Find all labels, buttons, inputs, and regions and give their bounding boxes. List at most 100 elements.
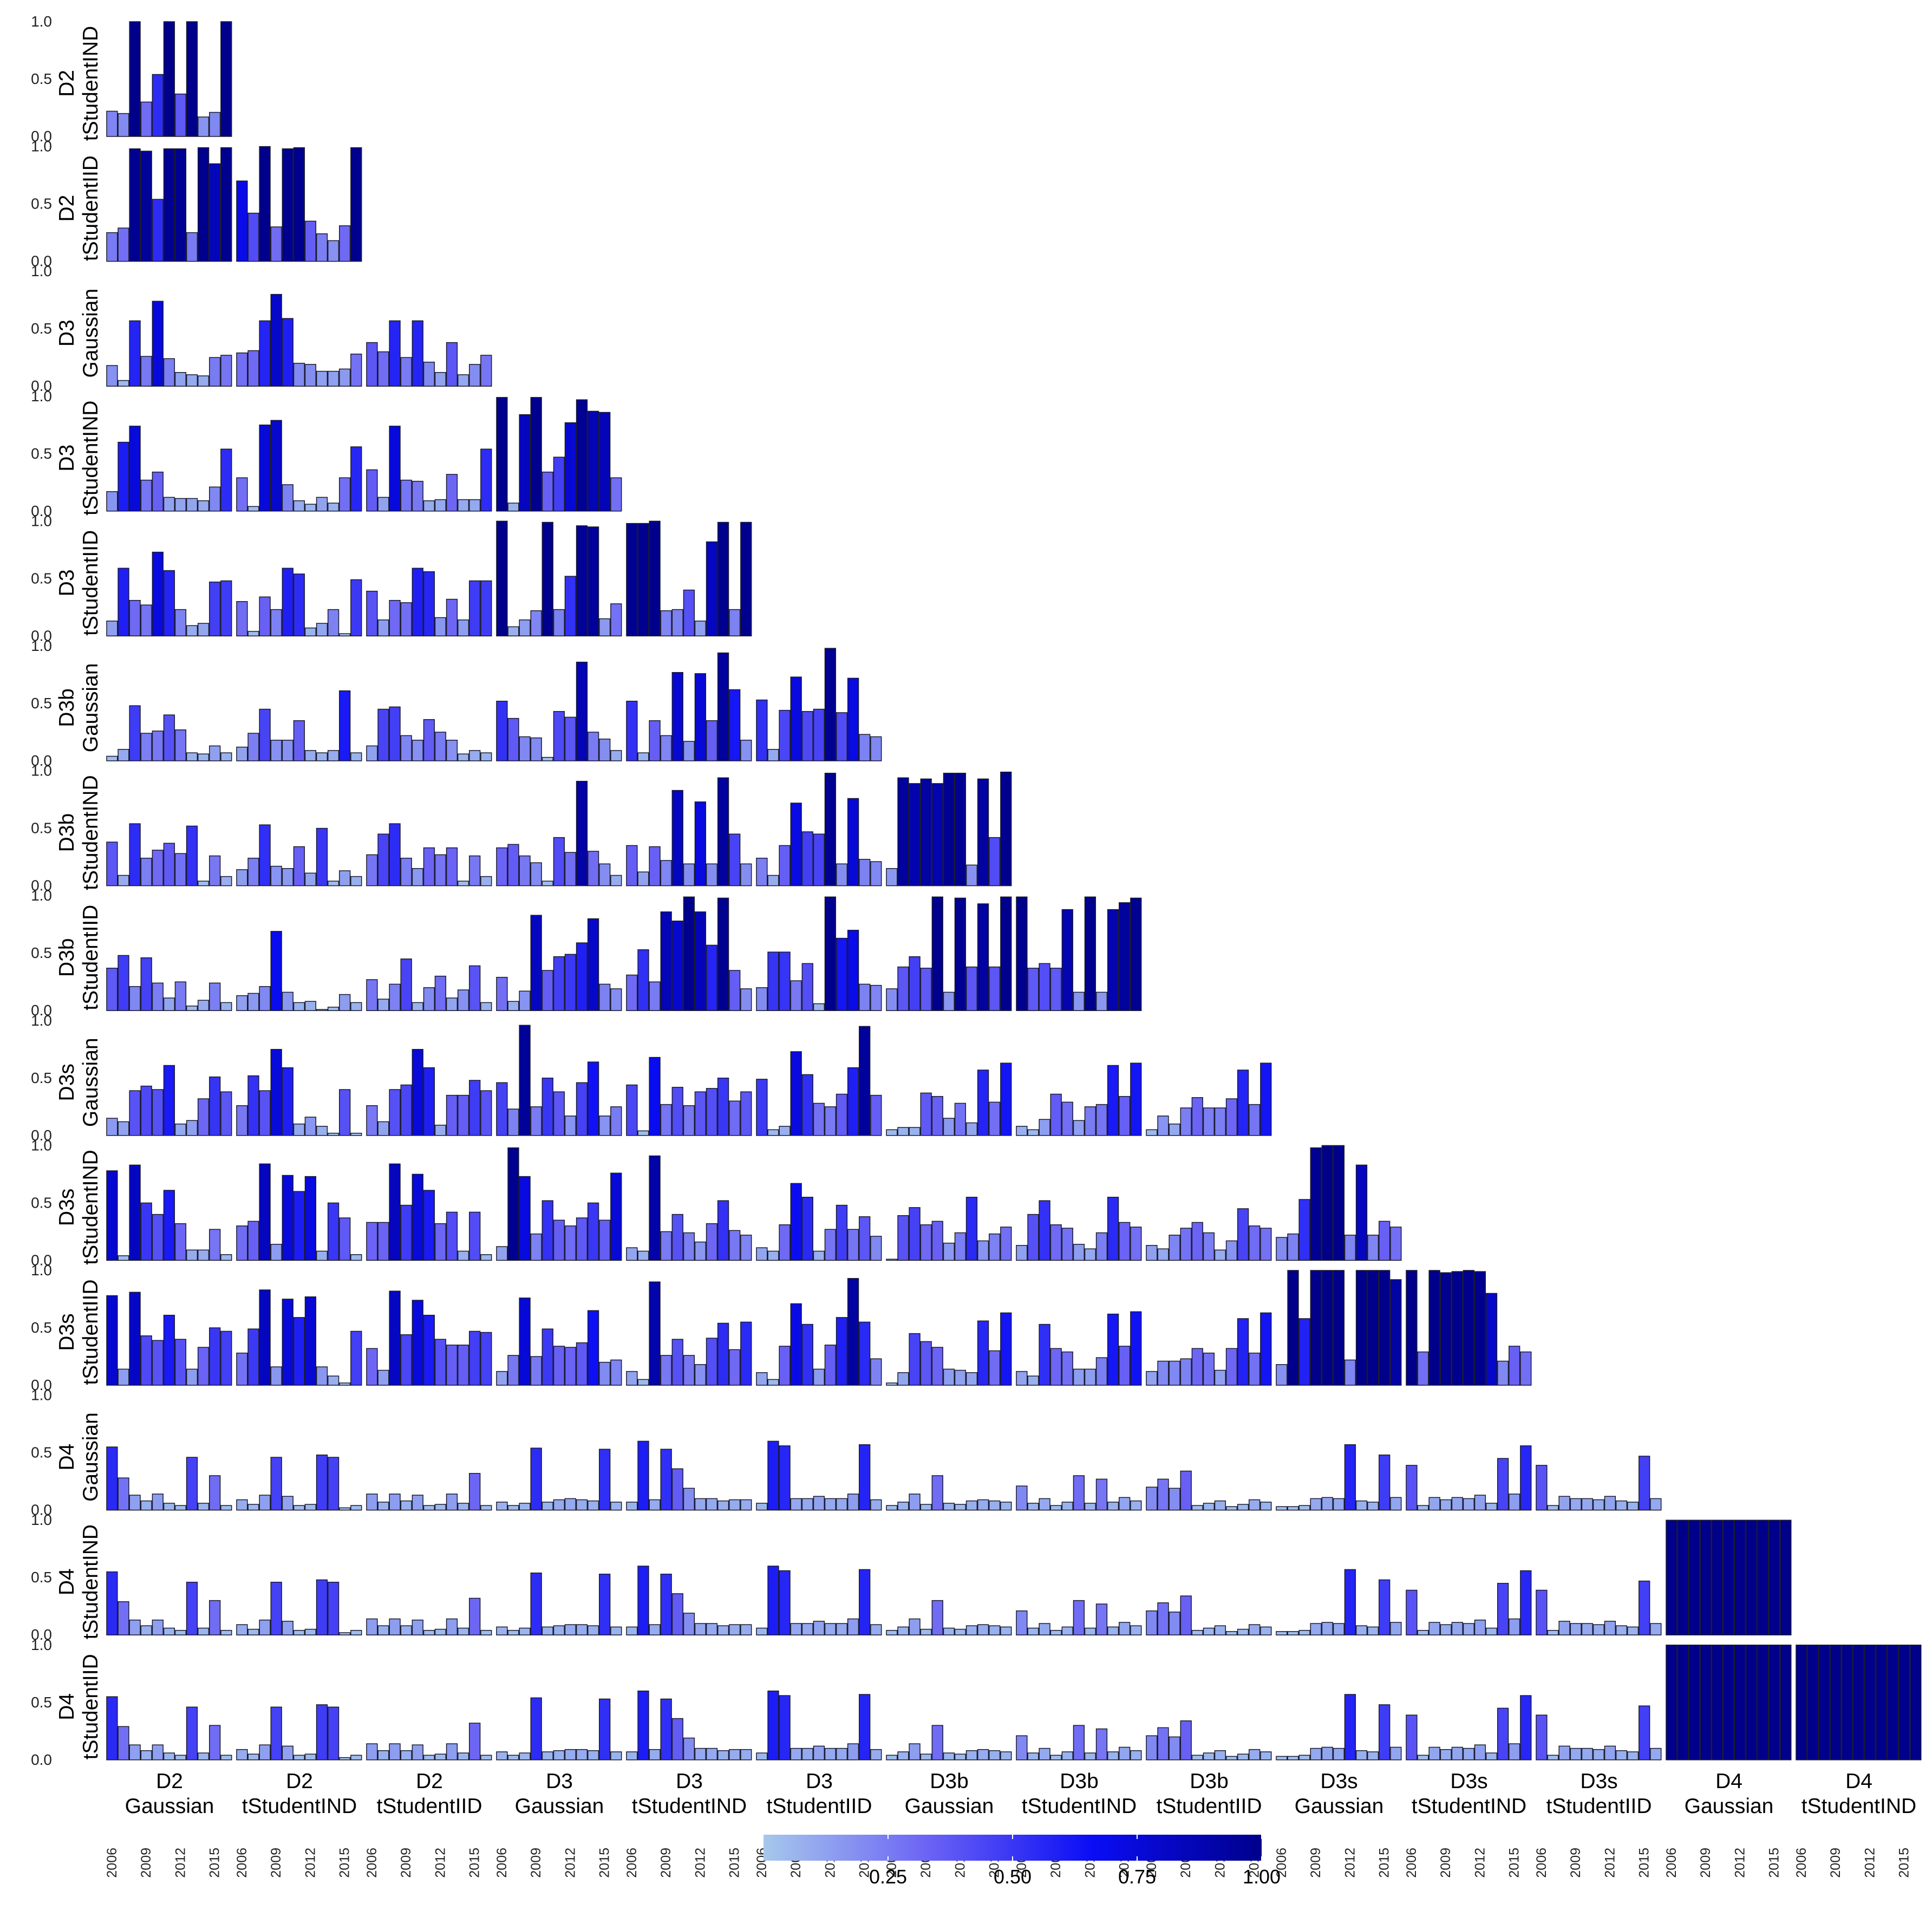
bar [339, 690, 351, 761]
bar [236, 352, 248, 387]
bar [886, 988, 898, 1011]
bar [587, 918, 599, 1011]
y-tick-label: 0.0 [31, 377, 52, 394]
bar [564, 852, 577, 886]
panel [496, 397, 622, 512]
bar [626, 845, 638, 886]
bar [683, 863, 695, 886]
panel [236, 420, 362, 512]
bar [790, 803, 802, 886]
bar [1520, 1570, 1532, 1635]
row-label-line2: tStudentIND [79, 26, 102, 141]
bar [1639, 1456, 1650, 1511]
y-tick-label: 0.5 [31, 1070, 52, 1086]
bar [400, 1084, 412, 1136]
bar [1276, 1756, 1288, 1761]
bar [870, 1749, 882, 1761]
row-label: D4 tStudentIND [55, 1524, 102, 1639]
bar [886, 1129, 898, 1136]
bar [954, 1370, 967, 1386]
panel [106, 147, 232, 262]
column-label-line1: D3b [930, 1770, 969, 1793]
bar [496, 1082, 508, 1136]
bar [496, 847, 508, 886]
bar [729, 609, 741, 637]
bar [389, 426, 401, 512]
bar [847, 798, 859, 886]
bar [1203, 1627, 1215, 1635]
row-label: D3b tStudentIND [55, 775, 102, 890]
bar [530, 1572, 542, 1635]
bar [434, 1504, 447, 1511]
bar [140, 1202, 152, 1261]
row-label-line2: tStudentIND [79, 1524, 102, 1639]
bar [282, 568, 293, 637]
bar [790, 980, 802, 1011]
panel [366, 568, 492, 637]
bar [660, 860, 672, 886]
bar [587, 1310, 599, 1386]
bar [1474, 1744, 1486, 1761]
bar [1169, 1488, 1180, 1511]
bar [1084, 1368, 1096, 1386]
bar [304, 1001, 317, 1011]
bar [756, 1079, 768, 1136]
bar [339, 1089, 351, 1136]
bar [859, 983, 871, 1011]
bar [1130, 1062, 1142, 1136]
bar [316, 1704, 328, 1761]
bar [270, 865, 282, 886]
bar [412, 1002, 423, 1011]
bar [1130, 1500, 1142, 1511]
bar [943, 773, 955, 886]
row-label-line1: D3s [55, 1313, 79, 1351]
bar [1107, 909, 1119, 1011]
bar [897, 1626, 909, 1635]
x-tick-label: 2012 [1733, 1848, 1748, 1878]
bar [717, 1750, 729, 1761]
bar [587, 1625, 599, 1635]
bar [1249, 1352, 1261, 1386]
row-label-line2: tStudentIID [79, 530, 102, 636]
y-tick-label: 0.5 [31, 820, 52, 837]
bar [1084, 896, 1096, 1011]
bar [1084, 1627, 1096, 1635]
bar [1146, 1735, 1158, 1761]
bar [553, 956, 565, 1011]
bar [457, 989, 469, 1011]
bar [186, 1457, 198, 1511]
bar [779, 709, 791, 761]
bar [870, 984, 882, 1011]
bar [1039, 1323, 1050, 1386]
bar [779, 1224, 791, 1261]
bar [1570, 1623, 1582, 1635]
bar [965, 864, 978, 886]
bar [671, 609, 683, 637]
bar [1677, 1520, 1689, 1635]
bar [457, 1345, 469, 1386]
bar [339, 870, 351, 886]
bar [954, 1628, 967, 1635]
bar [965, 1197, 978, 1261]
bar [1237, 1208, 1249, 1261]
bar [1757, 1520, 1769, 1635]
bar [717, 1625, 729, 1635]
bar [1237, 1628, 1249, 1635]
bar [1440, 1749, 1452, 1761]
bar [163, 997, 175, 1011]
bar [824, 1623, 837, 1635]
panel [886, 1062, 1012, 1136]
bar [660, 1574, 672, 1635]
bar [400, 1750, 412, 1761]
bar [920, 968, 932, 1011]
bar [339, 1507, 351, 1511]
bar [1497, 1707, 1509, 1761]
bar [694, 673, 707, 761]
row-label-line2: Gaussian [79, 663, 102, 753]
bar [836, 1317, 848, 1386]
bar [316, 623, 328, 637]
bar [1073, 1368, 1085, 1386]
bar [259, 320, 271, 387]
row-label-line2: tStudentIID [79, 155, 102, 261]
bar [943, 992, 955, 1011]
